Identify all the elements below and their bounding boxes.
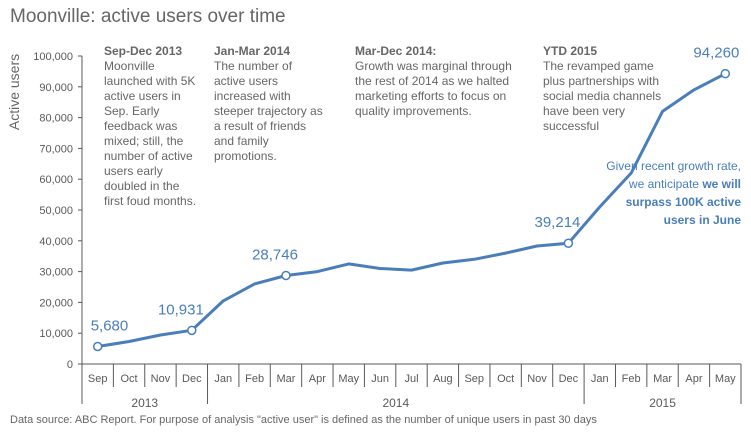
annotation-heading: Jan-Mar 2014 [214,44,291,58]
year-label: 2013 [131,396,158,410]
x-tick-label: Aug [433,373,453,385]
x-tick-label: Dec [182,373,202,385]
y-tick-label: 10,000 [39,328,73,340]
x-tick-label: Oct [121,373,138,385]
y-tick-label: 60,000 [39,174,73,186]
x-tick-label: Dec [559,373,579,385]
data-point-marker [563,238,574,248]
x-tick-label: Apr [685,373,702,385]
y-tick-label: 0 [67,359,73,371]
y-axis-label: Active users [6,53,22,131]
y-axis: 0 10,000 20,000 30,000 40,000 50,000 60,000 70,… [33,51,83,371]
annotation-body: Growth was marginal through the rest of … [355,59,512,118]
annotation-body: The number of active users increased wit… [214,59,323,163]
y-tick-label: 40,000 [39,236,73,248]
data-point-marker [281,270,291,281]
x-tick-label: Mar [653,373,672,385]
annotation-ytd-2015: YTD 2015 The revamped game plus partners… [543,44,673,134]
annotation-heading: Sep-Dec 2013 [104,44,183,58]
x-tick-label: May [715,373,736,385]
data-point-marker [92,341,103,352]
data-label: 39,214 [535,214,581,231]
x-tick-label: Nov [151,373,171,385]
annotation-mar-dec-2014: Mar-Dec 2014: Growth was marginal throug… [355,44,525,119]
data-source-footnote: Data source: ABC Report. For purpose of … [10,414,597,426]
x-tick-label: Feb [245,373,264,385]
y-tick-label: 90,000 [39,82,73,94]
x-tick-label: Jan [591,373,609,385]
x-axis: Sep Oct Nov Dec Jan Feb Mar Apr May Jun Jul Aug Sep O… [81,363,742,410]
y-tick-label: 100,000 [33,51,73,63]
x-tick-label: Feb [622,373,641,385]
forecast-bold: we will surpass 100K active users in Jun… [625,177,741,227]
x-tick-label: Apr [309,373,326,385]
annotation-sep-dec-2013: Sep-Dec 2013 Moonville launched with 5K … [104,44,202,209]
x-tick-label: Sep [88,373,108,385]
x-tick-label: Mar [276,373,295,385]
data-label: 28,746 [252,246,298,263]
x-tick-label: May [338,373,359,385]
x-tick-label: Oct [497,373,514,385]
x-tick-label: Jan [214,373,232,385]
y-tick-label: 20,000 [39,297,73,309]
x-tick-label: Sep [464,373,484,385]
data-label: 10,931 [158,301,204,318]
chart-title: Moonville: active users over time [10,6,286,27]
annotation-heading: YTD 2015 [543,44,598,58]
data-label: 5,680 [91,318,129,335]
y-tick-label: 50,000 [39,205,73,217]
x-tick-label: Nov [527,373,547,385]
annotation-body: Moonville launched with 5K active users … [104,59,197,208]
x-tick-label: Jun [371,373,389,385]
x-tick-label: Jul [404,373,418,385]
forecast-annotation: Given recent growth rate, we anticipate … [591,157,741,229]
forecast-text: Given recent growth rate, we anticipate [606,159,741,191]
y-tick-label: 70,000 [39,143,73,155]
annotation-body: The revamped game plus partnerships with… [543,59,662,133]
data-point-marker [187,325,197,336]
data-point-marker [720,68,731,79]
data-label: 94,260 [693,45,739,62]
y-tick-label: 80,000 [39,113,73,125]
data-markers: 5,680 10,931 28,746 39,214 94,260 [91,45,739,352]
year-label: 2014 [382,396,409,410]
year-label: 2015 [649,396,676,410]
annotation-heading: Mar-Dec 2014: [355,44,437,58]
series-line-active-users [97,72,726,348]
annotation-jan-mar-2014: Jan-Mar 2014 The number of active users … [214,44,324,164]
y-tick-label: 30,000 [39,267,73,279]
